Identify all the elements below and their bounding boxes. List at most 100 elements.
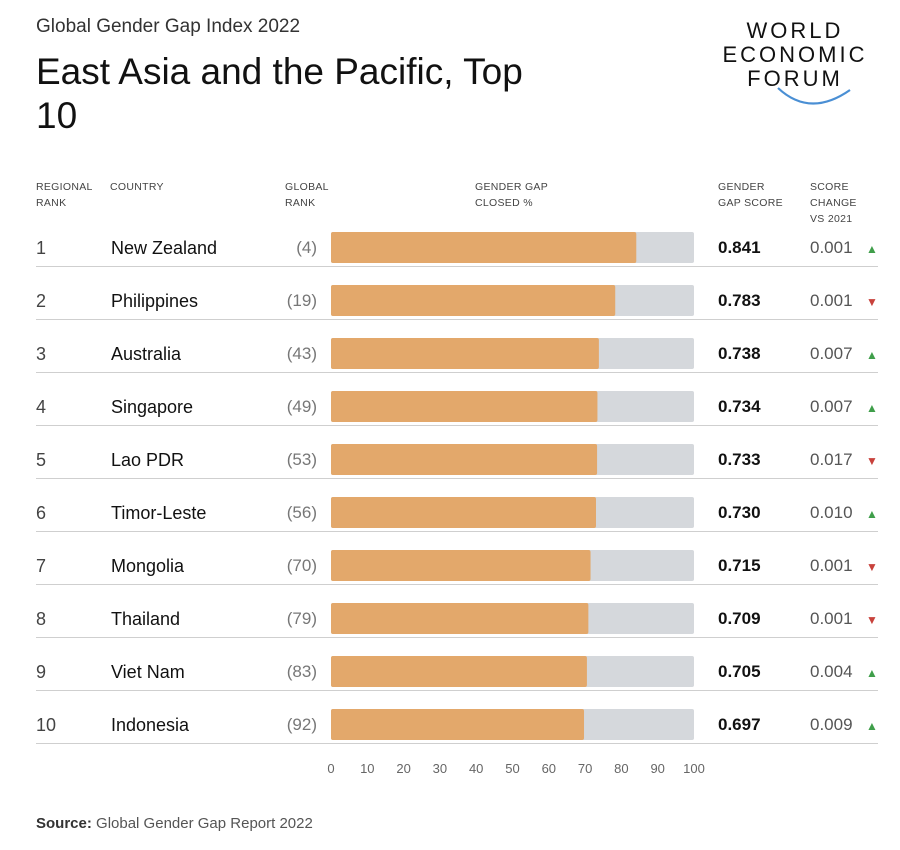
gap-score: 0.733 [718,450,761,469]
score-change: 0.001 [810,609,853,628]
score-change: 0.001 [810,291,853,310]
global-rank: (83) [286,662,317,681]
global-rank: (56) [286,503,317,522]
table-row: 3 Australia (43) 0.738 0.007 ▲ [36,338,878,391]
country-name: Australia [111,344,182,364]
bar [331,497,596,528]
header-global-rank: GLOBAL RANK [285,181,329,209]
x-tick-label: 80 [614,761,628,776]
gap-score: 0.709 [718,609,761,628]
x-tick-label: 40 [469,761,483,776]
regional-rank: 2 [36,291,47,311]
global-rank: (49) [286,397,317,416]
row-divider [36,743,878,744]
row-divider [36,266,878,267]
wef-logo: WORLD ECONOMIC FORUM [700,14,890,114]
row-divider [36,425,878,426]
country-name: Timor-Leste [111,503,207,523]
regional-rank: 9 [36,662,47,682]
bar [331,391,598,422]
x-tick-label: 90 [650,761,664,776]
bar [331,338,599,369]
x-tick-label: 30 [433,761,447,776]
table-row: 2 Philippines (19) 0.783 0.001 ▼ [36,285,878,338]
gap-score: 0.730 [718,503,761,522]
score-change: 0.004 [810,662,853,681]
bar [331,444,598,475]
x-tick-label: 20 [396,761,410,776]
arrow-down-icon: ▼ [866,295,878,309]
chart-subtitle: Global Gender Gap Index 2022 [36,16,301,37]
gap-score: 0.705 [718,662,761,681]
score-change: 0.001 [810,238,853,257]
arrow-up-icon: ▲ [866,507,878,521]
logo-word-1: WORLD [746,18,844,43]
country-name: Indonesia [111,715,190,735]
gap-score: 0.715 [718,556,761,575]
header-country: COUNTRY [110,181,164,193]
header-gap-closed: GENDER GAP CLOSED % [475,181,549,209]
score-change: 0.017 [810,450,853,469]
country-name: Mongolia [111,556,185,576]
global-rank: (19) [286,291,317,310]
regional-rank: 5 [36,450,47,470]
regional-rank: 10 [36,715,57,735]
country-name: Lao PDR [111,450,185,470]
arrow-up-icon: ▲ [866,666,878,680]
arrow-down-icon: ▼ [866,560,878,574]
arrow-down-icon: ▼ [866,613,878,627]
table-row: 5 Lao PDR (53) 0.733 0.017 ▼ [36,444,878,497]
logo-word-2: ECONOMIC [722,42,868,67]
regional-rank: 4 [36,397,47,417]
arrow-up-icon: ▲ [866,401,878,415]
regional-rank: 8 [36,609,47,629]
source-note: Source: Global Gender Gap Report 2022 [36,815,313,832]
country-name: Philippines [111,291,199,311]
country-name: Viet Nam [111,662,185,682]
source-text: Global Gender Gap Report 2022 [96,815,313,832]
global-rank: (70) [286,556,317,575]
table-row: 6 Timor-Leste (56) 0.730 0.010 ▲ [36,497,878,550]
gap-score: 0.783 [718,291,761,310]
bar [331,656,587,687]
x-tick-label: 50 [505,761,519,776]
table-row: 10 Indonesia (92) 0.697 0.009 ▲ [36,709,878,762]
global-rank: (4) [296,238,317,257]
row-divider [36,372,878,373]
global-rank: (43) [286,344,317,363]
table-row: 8 Thailand (79) 0.709 0.001 ▼ [36,603,878,656]
arrow-up-icon: ▲ [866,719,878,733]
regional-rank: 1 [36,238,47,258]
header-gap-score: GENDER GAP SCORE [718,181,783,209]
gap-score: 0.697 [718,715,761,734]
bar [331,232,637,263]
chart-title: East Asia and the Pacific, Top 10 [36,51,523,136]
bar [331,709,585,740]
global-rank: (53) [286,450,317,469]
row-divider [36,637,878,638]
arrow-up-icon: ▲ [866,242,878,256]
row-divider [36,690,878,691]
gap-score: 0.841 [718,238,761,257]
country-name: Singapore [111,397,194,417]
regional-rank: 7 [36,556,47,576]
bar [331,285,616,316]
table-row: 1 New Zealand (4) 0.841 0.001 ▲ [36,232,878,285]
global-rank: (79) [286,609,317,628]
logo-word-3: FORUM [747,66,843,91]
x-tick-label: 0 [327,761,334,776]
x-tick-label: 100 [683,761,705,776]
bar [331,550,591,581]
source-label: Source: [36,815,92,832]
row-divider [36,531,878,532]
table-row: 9 Viet Nam (83) 0.705 0.004 ▲ [36,656,878,709]
score-change: 0.009 [810,715,853,734]
logo-arc-icon [777,87,851,105]
table-row: 4 Singapore (49) 0.734 0.007 ▲ [36,391,878,444]
score-change: 0.001 [810,556,853,575]
row-divider [36,319,878,320]
country-name: New Zealand [111,238,218,258]
row-divider [36,478,878,479]
x-tick-label: 70 [578,761,592,776]
arrow-up-icon: ▲ [866,348,878,362]
